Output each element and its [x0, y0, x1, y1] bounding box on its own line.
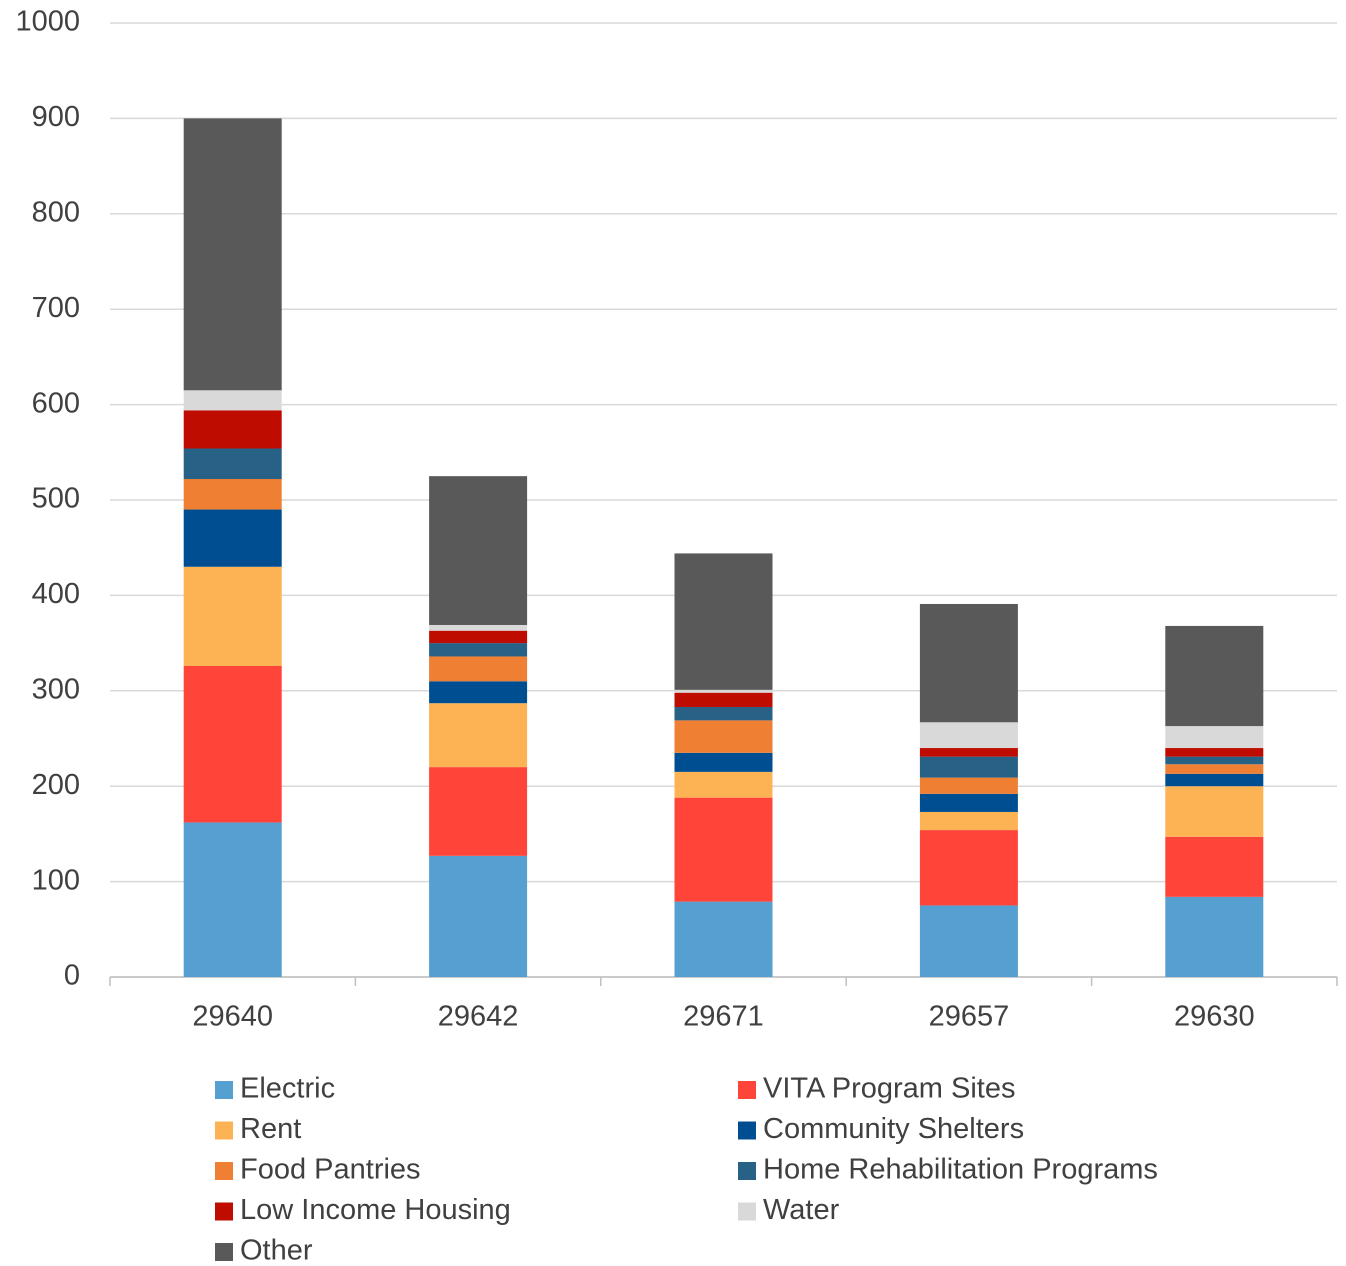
y-tick-label: 700 [32, 292, 80, 324]
bar-segment [919, 748, 1018, 757]
bar-segment [183, 118, 282, 391]
legend-label: Low Income Housing [240, 1194, 511, 1226]
bar-segment [1165, 748, 1264, 757]
bar-segment [1165, 786, 1264, 837]
legend-label: Rent [240, 1113, 301, 1145]
legend-swatch [215, 1202, 233, 1221]
bar-segment [183, 665, 282, 823]
bar-segment [429, 630, 528, 644]
legend-swatch [738, 1121, 756, 1140]
bar-segment [1165, 726, 1264, 749]
bar-segment [183, 390, 282, 411]
bar-segment [919, 905, 1018, 977]
bar-segment [674, 797, 773, 902]
bar-segment [674, 707, 773, 721]
y-tick-label: 0 [64, 960, 80, 992]
x-tick-label: 29630 [1174, 1001, 1255, 1033]
bar-segment [429, 703, 528, 768]
bar-segment [919, 722, 1018, 749]
legend-swatch [738, 1202, 756, 1221]
bar-segment [429, 656, 528, 682]
legend-label: VITA Program Sites [763, 1073, 1016, 1105]
bar-segment [674, 689, 773, 693]
bar-segment [919, 777, 1018, 794]
bar-segment [1165, 756, 1264, 765]
bar-segment [1165, 836, 1264, 897]
legend-swatch [215, 1243, 233, 1261]
bar-segment [429, 855, 528, 977]
y-tick-label: 600 [32, 387, 80, 419]
bar-segment [183, 410, 282, 449]
legend-label: Home Rehabilitation Programs [763, 1154, 1158, 1186]
bar-segment [1165, 773, 1264, 787]
y-tick-label: 300 [32, 673, 80, 705]
y-tick-label: 100 [32, 864, 80, 896]
bar-segment [674, 752, 773, 772]
legend-label: Other [240, 1235, 313, 1266]
legend-label: Food Pantries [240, 1154, 421, 1186]
bar-segment [919, 811, 1018, 831]
x-tick-label: 29640 [192, 1001, 273, 1033]
bar-segment [674, 771, 773, 798]
legend-swatch [738, 1081, 756, 1099]
x-tick-label: 29671 [683, 1001, 764, 1033]
bar-segment [429, 767, 528, 856]
bar-segment [919, 830, 1018, 906]
bar-segment [183, 448, 282, 480]
y-tick-label: 400 [32, 578, 80, 610]
bar-segment [183, 509, 282, 567]
bar-segment [674, 692, 773, 708]
bar-segment [674, 553, 773, 690]
legend-swatch [215, 1162, 233, 1180]
bar-segment [183, 566, 282, 666]
bar-segment [674, 720, 773, 753]
legend-swatch [215, 1121, 233, 1140]
x-tick-label: 29657 [929, 1001, 1010, 1033]
y-tick-label: 1000 [15, 6, 80, 38]
legend-label: Community Shelters [763, 1113, 1024, 1145]
bar-segment [1165, 764, 1264, 774]
y-tick-label: 200 [32, 769, 80, 801]
legend-swatch [215, 1081, 233, 1099]
y-tick-label: 900 [32, 101, 80, 133]
legend-swatch [738, 1162, 756, 1180]
bar-segment [183, 822, 282, 977]
bar-segment [1165, 625, 1264, 727]
legend-label: Electric [240, 1073, 335, 1105]
bar-segment [429, 643, 528, 657]
y-tick-label: 500 [32, 483, 80, 515]
bar-segment [919, 793, 1018, 812]
x-tick-label: 29642 [438, 1001, 519, 1033]
legend-label: Water [763, 1194, 840, 1226]
bar-segment [1165, 896, 1264, 977]
bar-segment [919, 603, 1018, 723]
bar-segment [183, 479, 282, 510]
y-tick-label: 800 [32, 196, 80, 228]
bar-segment [429, 476, 528, 625]
bar-segment [674, 901, 773, 977]
bar-segment [919, 756, 1018, 778]
bar-segment [429, 624, 528, 631]
bar-segment [429, 681, 528, 704]
